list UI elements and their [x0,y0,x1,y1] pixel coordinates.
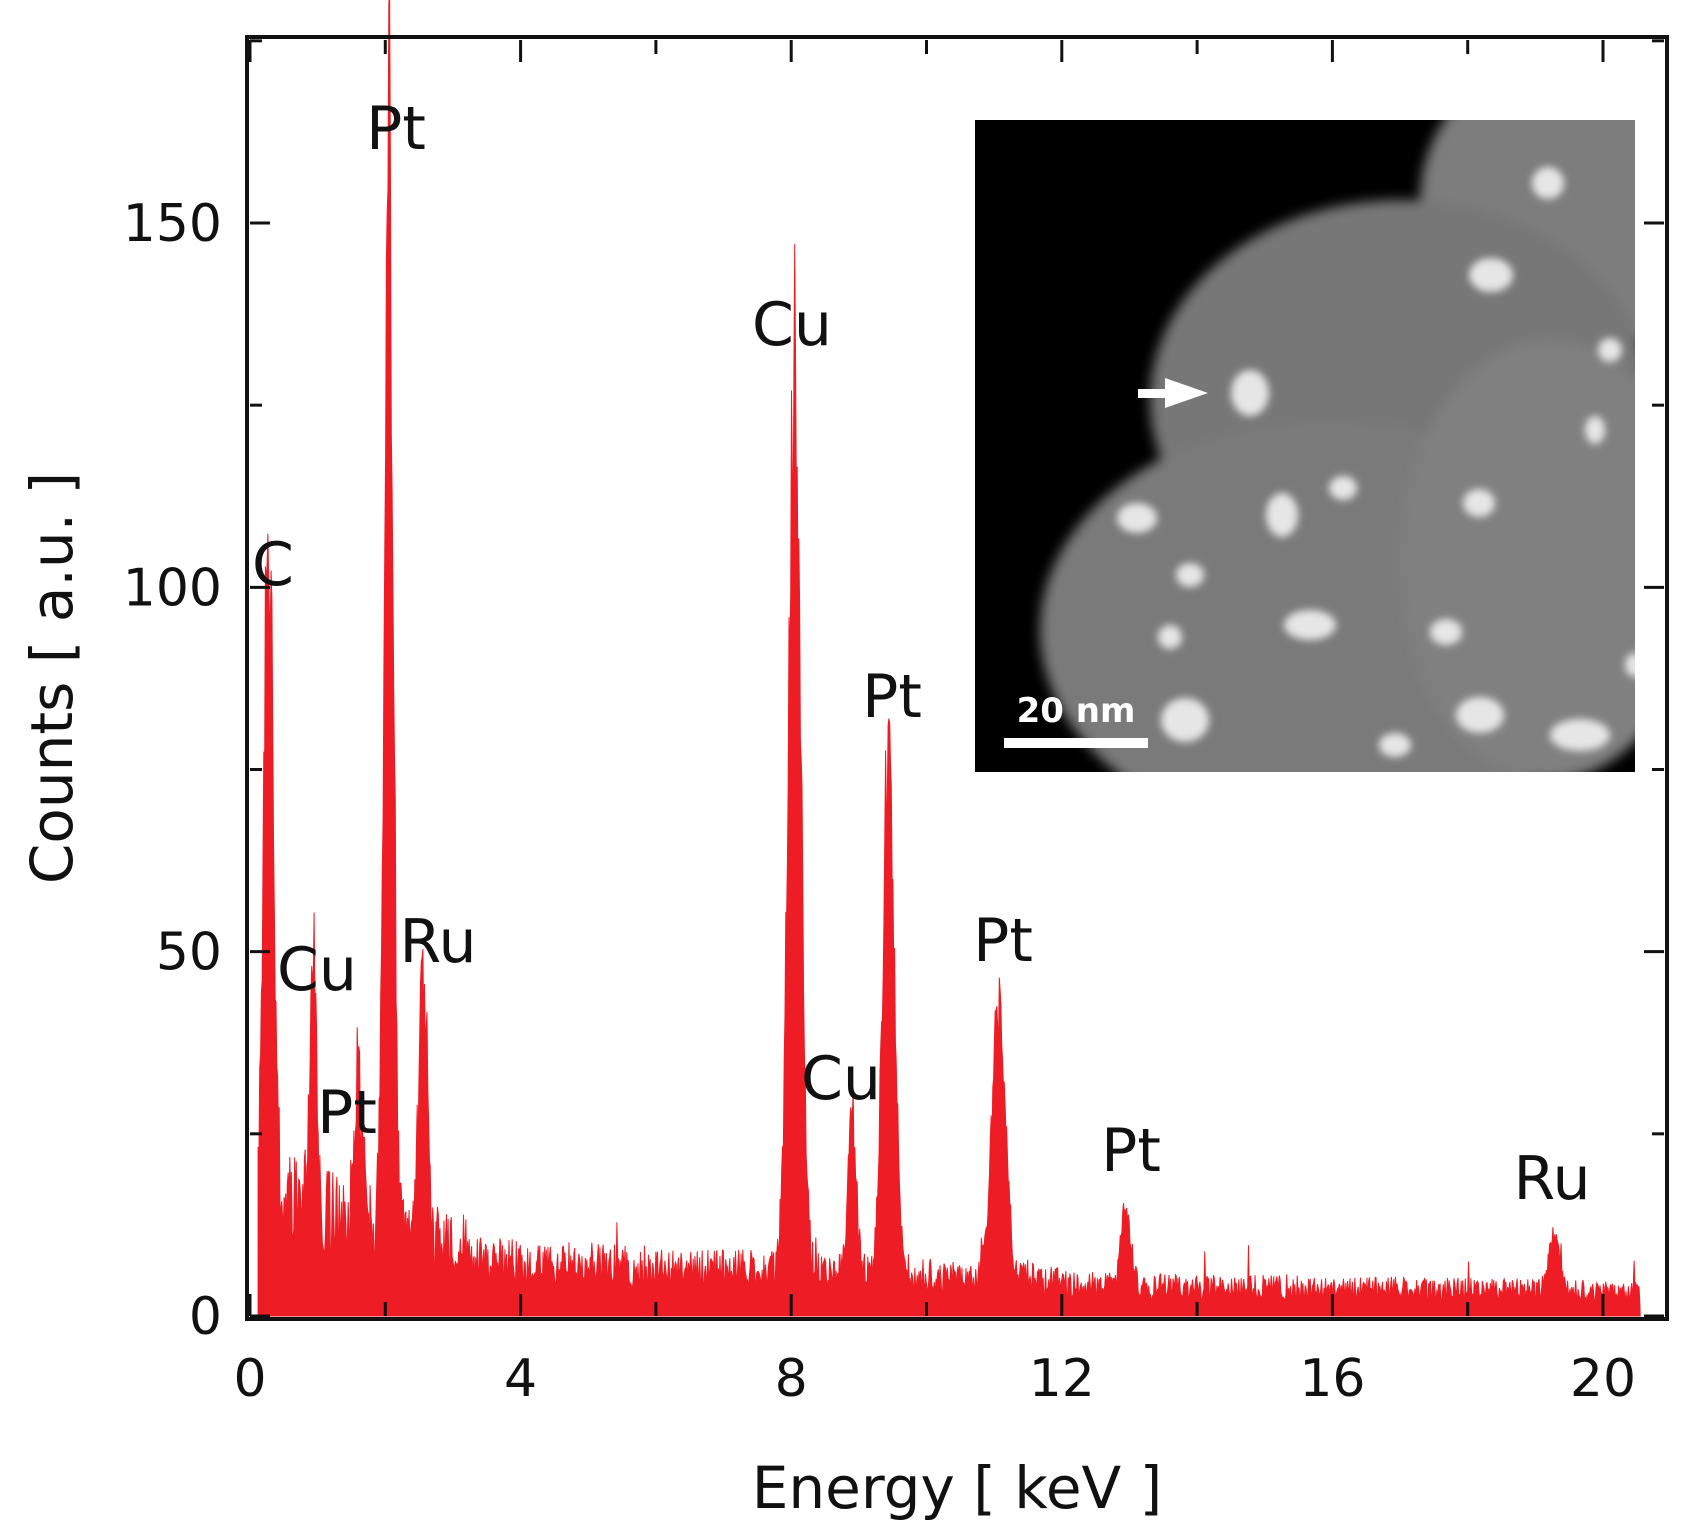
y-tick-label: 50 [156,923,222,983]
peak-label-pt: Pt [1101,1116,1161,1186]
y-axis-label: Counts [ a.u. ] [18,472,86,884]
y-tick-label: 0 [189,1287,222,1347]
y-axis-tick-labels: 0 50 100 150 [123,194,222,1347]
x-tick-label: 8 [775,1349,808,1409]
peak-label-cu: Cu [801,1044,881,1114]
x-tick-label: 0 [233,1349,266,1409]
y-tick-label: 100 [123,558,222,618]
inset-micrograph: 20 nm [975,120,1635,772]
x-axis-tick-labels: 0 4 8 12 16 20 [233,1349,1636,1409]
plot-frame [245,35,1669,1321]
scale-bar [1004,738,1148,748]
peak-label-pt: Pt [862,662,922,732]
peak-label-c: C [252,530,294,600]
peak-label-pt: Pt [973,906,1033,976]
peak-label-ru: Ru [1513,1144,1590,1214]
scale-bar-label: 20 nm [1017,691,1136,731]
y-tick-label: 150 [123,194,222,254]
x-tick-label: 4 [504,1349,537,1409]
peak-label-cu: Cu [277,935,357,1005]
peak-label-pt: Pt [366,94,426,164]
spectrum-area [257,0,1641,1317]
peak-label-pt: Pt [317,1078,377,1148]
x-tick-label: 16 [1299,1349,1365,1409]
x-tick-label: 20 [1570,1349,1636,1409]
arrow-icon [1138,378,1208,408]
peak-label-cu: Cu [752,290,832,360]
axis-ticks [248,39,1664,1318]
peak-label-ru: Ru [399,907,476,977]
peak-labels: C Cu Pt Pt Ru Cu Cu Pt Pt Pt Ru [252,94,1590,1214]
x-axis-label: Energy [ keV ] [752,1454,1163,1522]
x-tick-label: 12 [1029,1349,1095,1409]
